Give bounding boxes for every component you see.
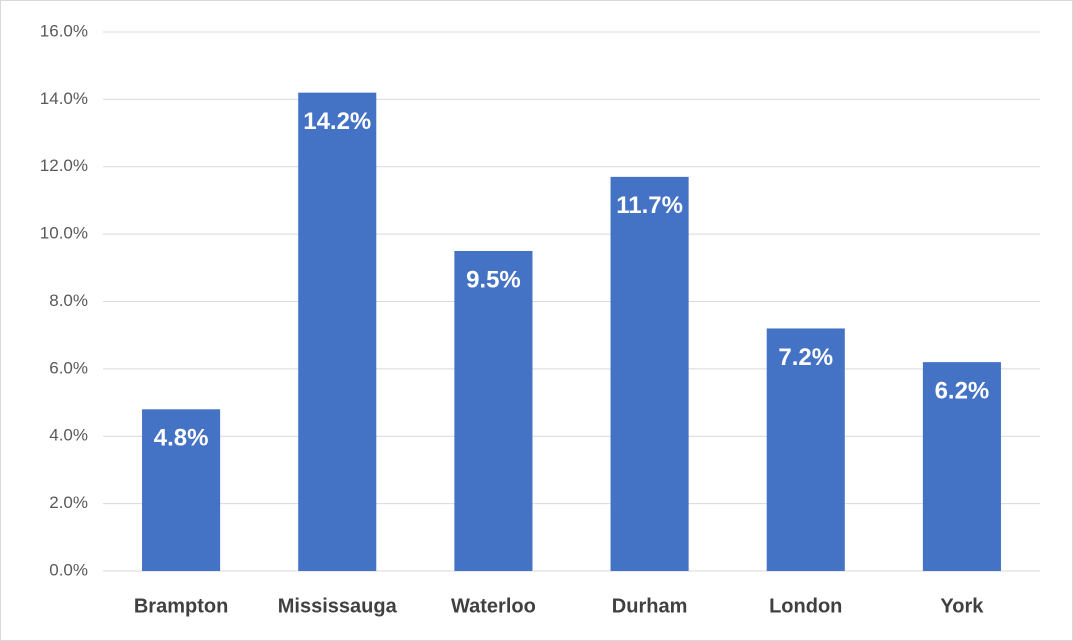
x-tick-label: Mississauga <box>278 595 398 617</box>
x-tick-label: London <box>769 595 842 617</box>
y-tick-label: 12.0% <box>40 156 88 175</box>
x-tick-label: Waterloo <box>451 595 536 617</box>
x-tick-label: Brampton <box>134 595 228 617</box>
y-tick-label: 4.0% <box>49 426 88 445</box>
x-tick-label: Durham <box>612 595 688 617</box>
data-label: 7.2% <box>778 344 833 371</box>
x-tick-label: York <box>940 595 984 617</box>
bar <box>766 328 845 571</box>
data-label: 11.7% <box>616 192 683 219</box>
bar <box>298 92 377 571</box>
bar <box>454 250 533 571</box>
bar <box>610 176 689 571</box>
y-tick-label: 6.0% <box>49 358 88 377</box>
y-tick-label: 10.0% <box>40 224 88 243</box>
y-tick-label: 8.0% <box>49 291 88 310</box>
data-label: 4.8% <box>154 425 209 452</box>
data-label: 6.2% <box>935 377 990 404</box>
bar <box>142 409 221 571</box>
bar <box>922 362 1001 571</box>
data-label: 14.2% <box>303 108 371 135</box>
y-tick-label: 14.0% <box>40 89 88 108</box>
y-tick-label: 16.0% <box>40 21 88 40</box>
y-tick-label: 2.0% <box>49 493 88 512</box>
y-tick-label: 0.0% <box>49 560 88 579</box>
data-label: 9.5% <box>466 266 521 293</box>
